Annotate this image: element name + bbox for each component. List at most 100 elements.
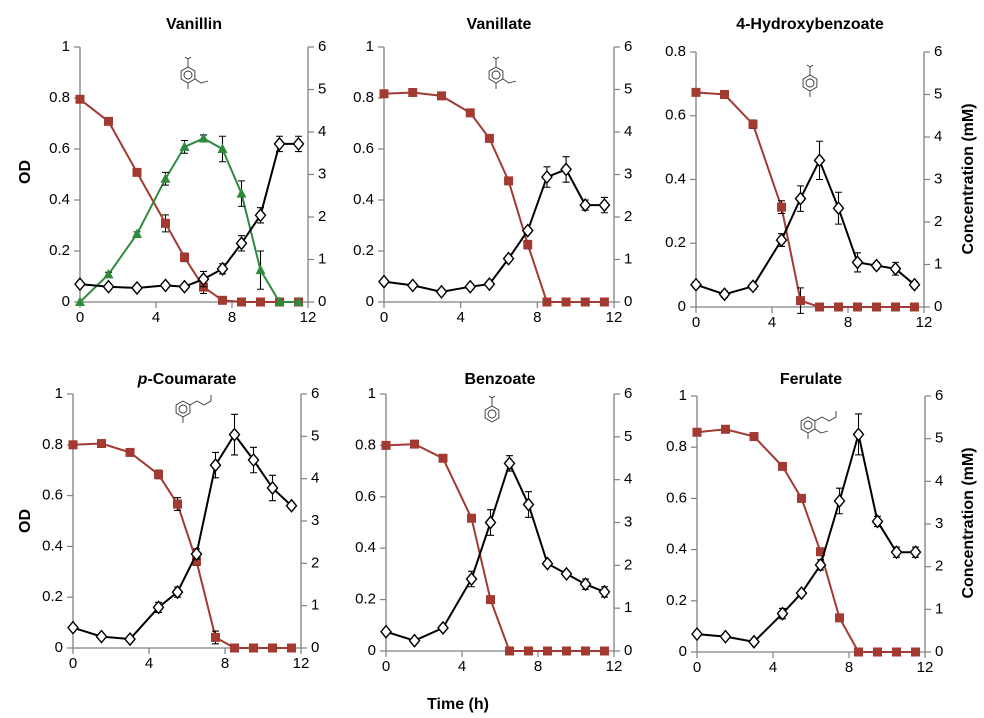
y2-tick-label: 2: [935, 558, 943, 575]
series-diamond-open: [74, 135, 305, 296]
data-point: [273, 136, 286, 151]
y2-tick-label: 3: [935, 515, 943, 532]
data-point: [160, 173, 171, 183]
series-triangle: [75, 132, 304, 306]
data-point: [870, 258, 883, 273]
data-point: [561, 297, 571, 307]
data-point: [832, 201, 845, 216]
data-point: [178, 279, 191, 294]
y2-tick-label: 5: [934, 85, 942, 102]
data-point: [911, 647, 920, 657]
data-point: [192, 556, 201, 566]
data-point: [268, 643, 277, 653]
x-tick-label: 4: [145, 655, 153, 672]
series-line: [72, 442, 292, 649]
data-point: [486, 595, 495, 605]
data-point: [161, 218, 170, 228]
data-point: [541, 556, 554, 571]
data-point: [378, 274, 390, 289]
data-point: [95, 629, 108, 644]
y2-tick-label: 5: [311, 427, 319, 444]
data-point: [266, 480, 279, 496]
vanillin-structure-icon: [180, 56, 209, 89]
data-point: [173, 499, 182, 509]
data-point: [775, 232, 788, 248]
y2-tick-label: 2: [311, 554, 319, 571]
data-point: [854, 647, 863, 657]
y-tick-label: 0.8: [355, 436, 376, 453]
data-point: [794, 191, 807, 206]
y-tick-label: 0.6: [353, 140, 374, 157]
data-point: [97, 439, 106, 449]
od-axis-label-top: OD: [17, 160, 34, 184]
x-tick-label: 0: [380, 309, 388, 326]
data-point: [522, 497, 535, 512]
y2-tick-label: 3: [311, 512, 319, 529]
data-point: [159, 278, 172, 293]
data-point: [541, 169, 553, 185]
data-point: [502, 251, 515, 266]
y-tick-label: 0.8: [353, 89, 374, 106]
data-point: [543, 646, 552, 656]
data-point: [579, 577, 592, 592]
x-tick-label: 8: [844, 314, 852, 331]
panel-title: Ferulate: [780, 371, 842, 388]
y-tick-label: 0.6: [49, 140, 70, 157]
data-point: [749, 432, 759, 442]
y-tick-label: 1: [62, 38, 70, 55]
y-tick-label: 1: [55, 385, 63, 402]
data-point: [909, 545, 922, 560]
series-square: [381, 439, 609, 656]
data-point: [910, 302, 919, 312]
data-point: [889, 261, 902, 276]
data-point: [67, 620, 79, 635]
series-line: [385, 443, 605, 652]
data-point: [581, 646, 590, 656]
y-tick-label: 0.4: [666, 541, 687, 558]
data-point: [255, 264, 266, 275]
data-point: [871, 514, 884, 529]
data-point: [465, 108, 475, 118]
y2-tick-label: 3: [624, 513, 632, 530]
series-square: [691, 87, 919, 314]
x-tick-label: 12: [916, 314, 933, 331]
data-point: [484, 515, 497, 530]
x-tick-label: 4: [152, 309, 160, 326]
data-point: [721, 424, 730, 434]
y2-tick-label: 1: [624, 599, 632, 616]
y-tick-label: 0: [62, 293, 70, 310]
data-point: [833, 493, 846, 509]
y2-tick-label: 0: [311, 639, 319, 656]
panel-title: Vanillin: [166, 16, 222, 33]
y2-tick-label: 1: [935, 600, 943, 617]
panel-title: p-Coumarate: [137, 371, 237, 388]
data-point: [256, 297, 265, 307]
y-tick-label: 1: [679, 387, 687, 404]
data-point: [748, 634, 760, 649]
data-point: [691, 626, 703, 642]
y-tick-label: 0.4: [49, 191, 70, 208]
y2-tick-label: 5: [624, 80, 632, 97]
y2-tick-label: 4: [311, 470, 319, 487]
data-point: [778, 461, 787, 471]
data-point: [68, 440, 78, 450]
series-diamond-open: [67, 413, 298, 647]
x-tick-label: 12: [293, 655, 310, 672]
data-point: [562, 646, 571, 656]
data-point: [796, 296, 805, 306]
data-point: [908, 277, 921, 292]
y2-tick-label: 6: [624, 385, 632, 402]
data-point: [851, 255, 864, 270]
data-point: [692, 427, 702, 437]
y2-tick-label: 1: [934, 255, 942, 272]
data-point: [154, 469, 163, 479]
y2-tick-label: 3: [934, 170, 942, 187]
y2-tick-label: 0: [935, 643, 943, 660]
y2-tick-label: 5: [935, 430, 943, 447]
series-square: [692, 424, 920, 657]
data-point: [406, 278, 419, 293]
